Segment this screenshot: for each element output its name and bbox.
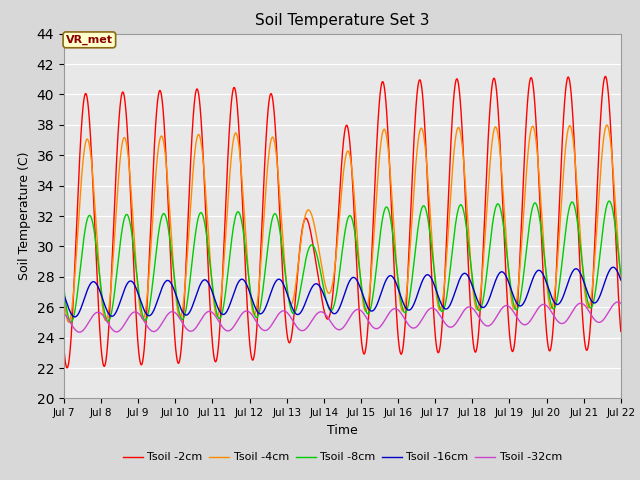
Tsoil -16cm	[467, 280, 475, 286]
Tsoil -8cm	[60, 287, 68, 292]
X-axis label: Time: Time	[327, 424, 358, 437]
Tsoil -2cm	[60, 347, 68, 352]
Tsoil -4cm	[161, 143, 168, 148]
Tsoil -8cm	[616, 267, 624, 273]
Tsoil -4cm	[616, 272, 624, 277]
Tsoil -8cm	[436, 307, 444, 312]
Tsoil -2cm	[617, 328, 625, 334]
Tsoil -4cm	[499, 185, 507, 191]
Tsoil -16cm	[60, 292, 68, 298]
Tsoil -4cm	[603, 122, 611, 128]
Line: Tsoil -4cm: Tsoil -4cm	[64, 125, 621, 322]
Tsoil -4cm	[467, 267, 475, 273]
Legend: Tsoil -2cm, Tsoil -4cm, Tsoil -8cm, Tsoil -16cm, Tsoil -32cm: Tsoil -2cm, Tsoil -4cm, Tsoil -8cm, Tsoi…	[118, 448, 566, 467]
Text: VR_met: VR_met	[66, 35, 113, 45]
Tsoil -32cm	[322, 312, 330, 318]
Y-axis label: Soil Temperature (C): Soil Temperature (C)	[18, 152, 31, 280]
Tsoil -4cm	[322, 284, 330, 290]
Tsoil -32cm	[76, 329, 83, 335]
Tsoil -32cm	[161, 317, 168, 323]
Tsoil -2cm	[322, 313, 330, 319]
Tsoil -2cm	[602, 73, 609, 79]
Tsoil -32cm	[467, 304, 475, 310]
Tsoil -8cm	[467, 266, 475, 272]
Tsoil -16cm	[616, 276, 624, 281]
Tsoil -32cm	[60, 311, 68, 317]
Tsoil -32cm	[614, 299, 621, 305]
Tsoil -2cm	[63, 365, 71, 371]
Tsoil -8cm	[161, 211, 168, 216]
Tsoil -2cm	[436, 341, 444, 347]
Tsoil -32cm	[499, 304, 507, 310]
Tsoil -2cm	[616, 322, 624, 328]
Tsoil -16cm	[617, 277, 625, 283]
Tsoil -32cm	[436, 313, 444, 319]
Tsoil -2cm	[161, 122, 168, 128]
Title: Soil Temperature Set 3: Soil Temperature Set 3	[255, 13, 429, 28]
Tsoil -32cm	[616, 300, 624, 306]
Tsoil -16cm	[71, 314, 79, 320]
Tsoil -16cm	[609, 264, 617, 270]
Tsoil -16cm	[499, 269, 507, 275]
Tsoil -16cm	[322, 297, 330, 302]
Line: Tsoil -8cm: Tsoil -8cm	[64, 201, 621, 322]
Tsoil -8cm	[605, 198, 613, 204]
Line: Tsoil -16cm: Tsoil -16cm	[64, 267, 621, 317]
Line: Tsoil -32cm: Tsoil -32cm	[64, 302, 621, 332]
Tsoil -4cm	[617, 277, 625, 283]
Tsoil -4cm	[65, 319, 72, 325]
Tsoil -2cm	[467, 317, 475, 323]
Tsoil -4cm	[60, 293, 68, 299]
Tsoil -8cm	[617, 272, 625, 277]
Tsoil -2cm	[499, 203, 507, 208]
Tsoil -8cm	[499, 219, 507, 225]
Tsoil -8cm	[322, 295, 330, 301]
Tsoil -4cm	[436, 307, 444, 312]
Tsoil -16cm	[161, 280, 168, 286]
Tsoil -32cm	[617, 300, 625, 306]
Line: Tsoil -2cm: Tsoil -2cm	[64, 76, 621, 368]
Tsoil -8cm	[67, 319, 75, 325]
Tsoil -16cm	[436, 299, 444, 305]
